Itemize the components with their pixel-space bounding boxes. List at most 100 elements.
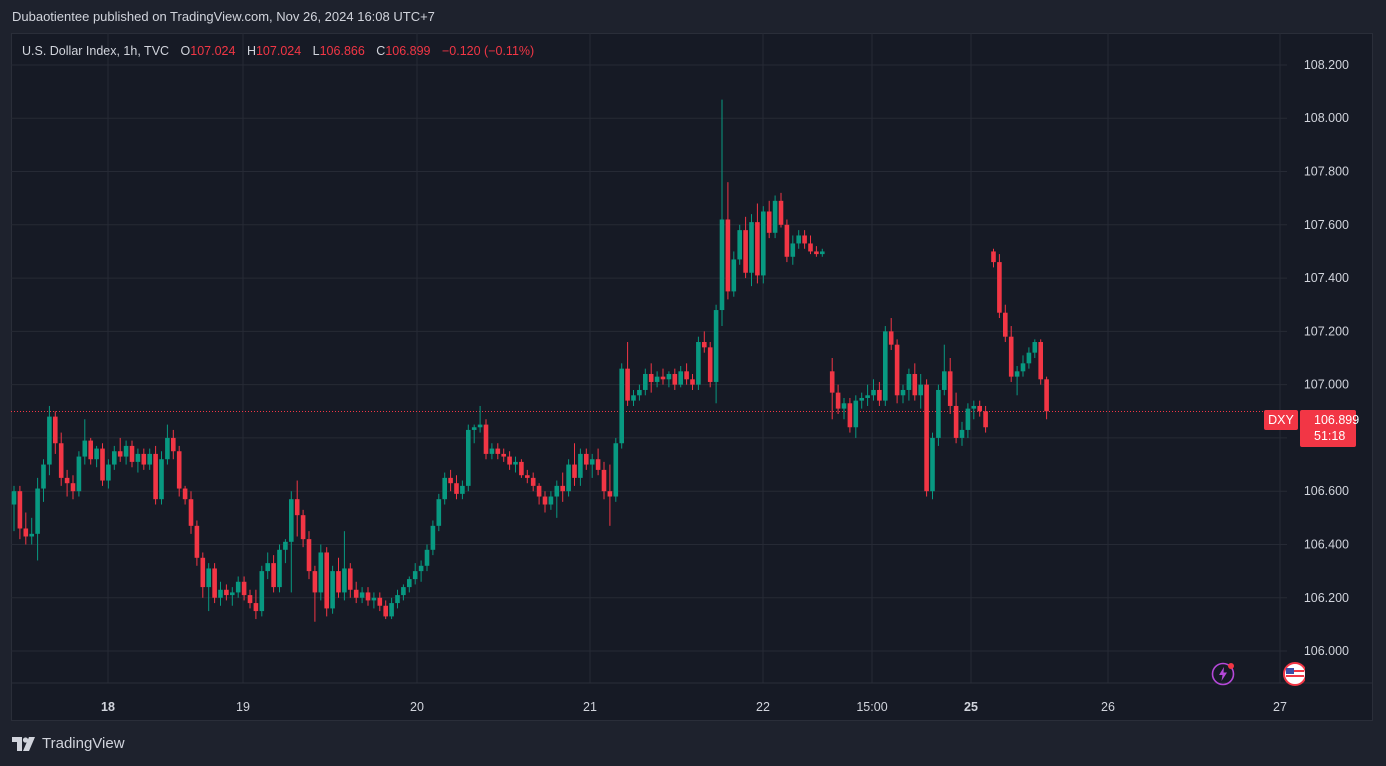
candle-body[interactable] <box>483 424 489 454</box>
candle-body[interactable] <box>47 416 52 465</box>
candle-body[interactable] <box>265 563 270 572</box>
candle-body[interactable] <box>796 235 801 244</box>
candle-body[interactable] <box>947 371 953 406</box>
candle-body[interactable] <box>176 451 182 489</box>
candle-body[interactable] <box>643 373 648 390</box>
candle-body[interactable] <box>253 603 259 612</box>
candle-body[interactable] <box>684 371 689 380</box>
candle-body[interactable] <box>778 200 784 225</box>
candle-body[interactable] <box>702 342 707 348</box>
candle-body[interactable] <box>865 395 870 398</box>
candle-body[interactable] <box>194 525 200 558</box>
candle-body[interactable] <box>1008 336 1014 377</box>
tradingview-logo[interactable]: TradingView <box>12 735 125 752</box>
candle-body[interactable] <box>548 496 554 505</box>
candle-body[interactable] <box>829 371 835 393</box>
candle-body[interactable] <box>23 528 29 537</box>
candle-body[interactable] <box>808 243 813 252</box>
candle-body[interactable] <box>888 331 894 345</box>
candle-body[interactable] <box>755 222 760 276</box>
candle-body[interactable] <box>507 456 512 465</box>
candle-body[interactable] <box>572 464 577 478</box>
candle-body[interactable] <box>959 429 965 438</box>
candle-body[interactable] <box>153 453 158 500</box>
candle-body[interactable] <box>631 395 636 401</box>
candle-body[interactable] <box>589 459 595 465</box>
candle-body[interactable] <box>58 443 64 478</box>
candle-body[interactable] <box>877 389 882 401</box>
candle-body[interactable] <box>424 549 430 566</box>
candle-body[interactable] <box>1020 363 1026 372</box>
candle-body[interactable] <box>654 376 660 382</box>
candle-body[interactable] <box>70 483 76 492</box>
candle-body[interactable] <box>530 477 536 486</box>
candle-body[interactable] <box>637 389 642 396</box>
candle-body[interactable] <box>318 552 324 593</box>
candle-body[interactable] <box>129 445 135 462</box>
candle-body[interactable] <box>696 342 701 385</box>
candle-body[interactable] <box>784 224 790 257</box>
candle-body[interactable] <box>802 235 807 244</box>
candle-body[interactable] <box>1044 379 1049 412</box>
candle-body[interactable] <box>601 469 607 492</box>
candle-body[interactable] <box>336 571 341 593</box>
candle-body[interactable] <box>200 557 206 588</box>
candle-body[interactable] <box>100 448 105 481</box>
candle-body[interactable] <box>342 568 347 593</box>
candle-body[interactable] <box>247 595 253 604</box>
candle-body[interactable] <box>289 499 294 542</box>
candle-body[interactable] <box>11 491 17 505</box>
candle-body[interactable] <box>271 563 276 588</box>
candle-body[interactable] <box>595 459 601 470</box>
candle-body[interactable] <box>749 222 754 273</box>
candle-body[interactable] <box>147 453 152 465</box>
candle-body[interactable] <box>224 589 229 596</box>
candle-body[interactable] <box>1003 312 1008 337</box>
candle-body[interactable] <box>991 251 996 263</box>
candle-body[interactable] <box>743 230 748 273</box>
lightning-icon[interactable] <box>1211 662 1235 686</box>
candle-body[interactable] <box>900 389 906 396</box>
candle-body[interactable] <box>883 331 888 401</box>
candle-body[interactable] <box>17 491 23 529</box>
candle-body[interactable] <box>820 251 825 255</box>
candle-body[interactable] <box>678 371 683 385</box>
candle-body[interactable] <box>88 440 93 460</box>
candle-body[interactable] <box>814 251 819 255</box>
candle-body[interactable] <box>135 453 141 462</box>
candle-body[interactable] <box>953 405 959 438</box>
candle-body[interactable] <box>106 464 111 481</box>
candlestick-chart[interactable]: 108.200 108.000 107.800 107.600 107.400 107.2… <box>11 33 1373 721</box>
candle-body[interactable] <box>977 405 982 412</box>
candle-body[interactable] <box>235 581 241 593</box>
candle-body[interactable] <box>690 379 695 385</box>
candle-body[interactable] <box>613 443 619 497</box>
candle-body[interactable] <box>312 571 318 593</box>
candle-body[interactable] <box>471 427 477 430</box>
candle-body[interactable] <box>159 459 164 500</box>
candle-body[interactable] <box>53 416 58 444</box>
candle-body[interactable] <box>859 397 864 401</box>
candle-body[interactable] <box>230 592 235 596</box>
candle-body[interactable] <box>188 499 194 526</box>
candle-body[interactable] <box>971 405 977 409</box>
candle-body[interactable] <box>936 389 941 438</box>
candle-body[interactable] <box>300 515 306 540</box>
candle-body[interactable] <box>542 496 548 505</box>
candle-body[interactable] <box>666 373 672 380</box>
candle-body[interactable] <box>625 368 630 401</box>
candle-body[interactable] <box>112 451 117 465</box>
candle-body[interactable] <box>460 485 465 494</box>
candle-body[interactable] <box>454 483 459 494</box>
candle-body[interactable] <box>182 488 188 500</box>
candle-body[interactable] <box>117 451 123 457</box>
candle-body[interactable] <box>707 347 713 382</box>
candle-body[interactable] <box>672 373 678 385</box>
candle-body[interactable] <box>965 408 971 430</box>
candle-body[interactable] <box>737 230 742 260</box>
candle-body[interactable] <box>348 568 353 590</box>
candle-body[interactable] <box>835 392 841 409</box>
candle-body[interactable] <box>82 440 88 457</box>
candle-body[interactable] <box>277 549 282 588</box>
candle-body[interactable] <box>489 448 495 454</box>
